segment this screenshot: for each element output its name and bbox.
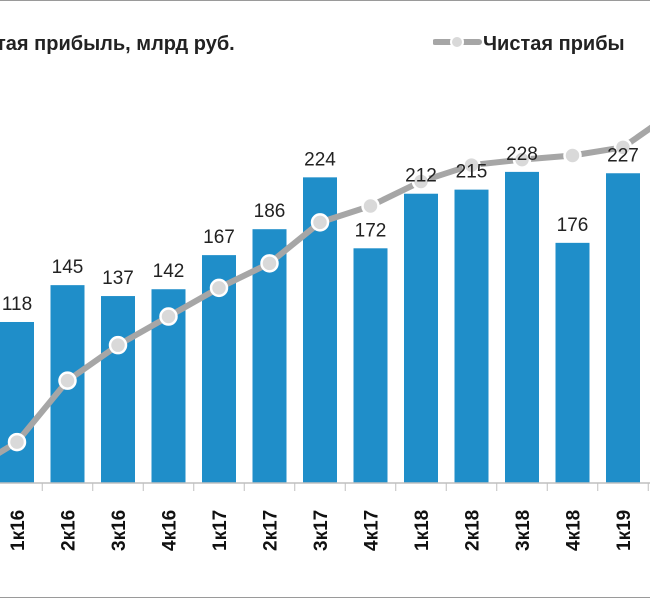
bar-value-label: 224	[304, 149, 336, 170]
legend-label: Чистая прибы	[483, 33, 625, 55]
bar-value-label: 186	[254, 201, 286, 222]
x-tick-label: 3к16	[109, 510, 130, 551]
line-point-4к16	[159, 307, 178, 326]
line-point-2к16	[58, 371, 77, 390]
bar-2к18	[454, 189, 489, 483]
bar-value-label: 227	[607, 145, 639, 166]
x-tick-label: 3к17	[311, 510, 332, 551]
legend-line-marker	[433, 35, 482, 49]
x-tick-label: 1к19	[614, 510, 635, 551]
bar-value-label: 176	[557, 215, 589, 236]
x-tick-label: 1к16	[8, 510, 29, 551]
line-point-2к17	[260, 254, 279, 273]
line-point-3к17	[310, 213, 330, 232]
frame-border-bottom	[0, 597, 650, 598]
bar-value-label: 118	[2, 294, 32, 315]
frame-border-top	[0, 0, 650, 1]
bar-value-label: 215	[456, 162, 488, 183]
x-tick-label: 1к18	[412, 510, 433, 551]
bar-value-label: 145	[52, 257, 84, 278]
x-tick-label: 4к16	[160, 510, 181, 551]
bar-value-label: 172	[355, 220, 387, 241]
x-tick-label: 4к17	[362, 510, 383, 551]
line-point-3к16	[108, 335, 128, 355]
line-point-2к18	[462, 155, 481, 175]
bar-value-label: 167	[203, 227, 235, 248]
bar-1к19	[606, 173, 640, 484]
chart-title: тая прибыль, млрд руб.	[0, 33, 235, 55]
bar-4к17	[353, 248, 388, 483]
line-point-1к17	[209, 278, 229, 298]
bar-1к16	[0, 321, 34, 483]
line-point-1к16	[7, 432, 27, 452]
x-tick-label: 4к18	[564, 510, 585, 551]
line-point-4к18	[563, 146, 582, 165]
x-tick-label: 3к18	[513, 510, 534, 551]
bar-value-label: 137	[102, 268, 134, 289]
line-point-4к17	[361, 196, 380, 216]
bar-value-label: 142	[153, 261, 185, 282]
bar-3к18	[505, 171, 539, 483]
line-point-1к19	[613, 138, 633, 157]
x-tick-label: 2к17	[261, 510, 282, 551]
line-point-3к18	[512, 150, 532, 169]
x-tick-label: 2к16	[59, 510, 80, 551]
x-tick-label: 1к17	[210, 510, 231, 551]
bar-value-label: 212	[405, 166, 437, 187]
bar-4к18	[555, 242, 590, 483]
bar-1к18	[404, 193, 438, 483]
line-point-1к18	[411, 172, 431, 191]
x-tick-label: 2к18	[463, 510, 484, 551]
bar-value-label: 228	[506, 144, 538, 165]
bar-3к16	[101, 296, 135, 483]
